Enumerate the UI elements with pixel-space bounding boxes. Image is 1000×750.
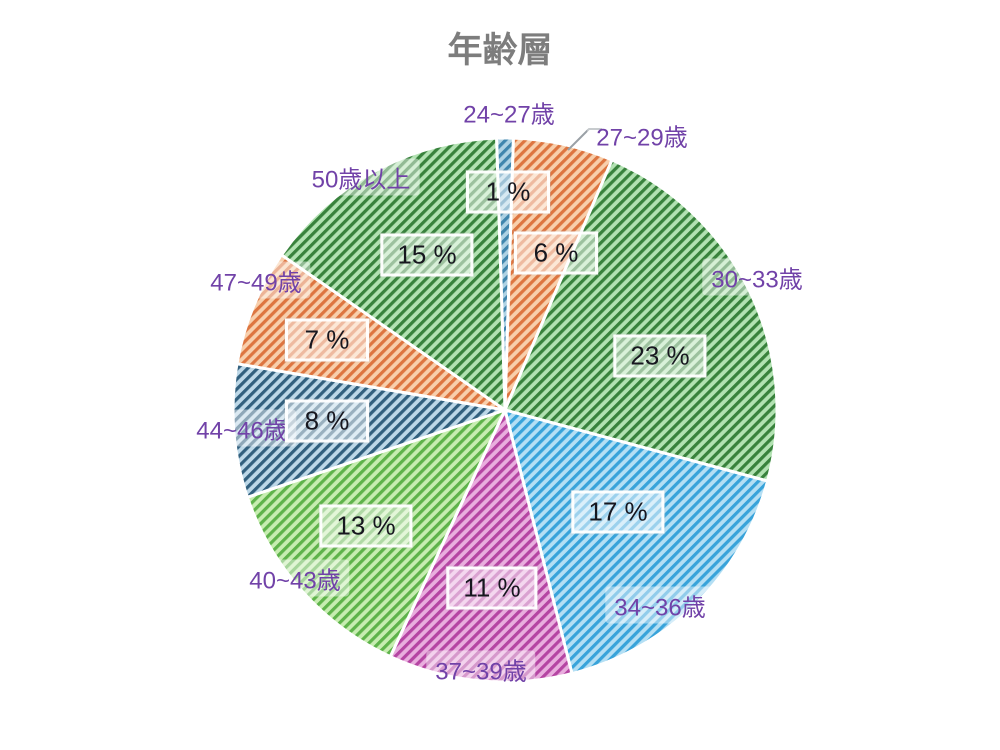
percent-label-1: 6 % (514, 231, 598, 275)
slice-label-6: 44~46歳 (187, 409, 297, 447)
pie-slice-4 (388, 408, 574, 684)
percent-label-5: 13 % (319, 504, 413, 548)
percent-label-8: 15 % (380, 233, 474, 277)
leader-line (567, 128, 602, 151)
percent-label-4: 11 % (446, 566, 538, 610)
percent-label-3: 17 % (571, 490, 665, 534)
pie-slice-3 (503, 408, 770, 676)
pie-slice-2 (503, 158, 779, 483)
percent-label-6: 8 % (285, 399, 369, 443)
pie-slice-6 (231, 362, 507, 499)
slice-label-0: 24~27歳 (454, 93, 564, 131)
percent-label-7: 7 % (285, 318, 369, 362)
slice-label-5: 40~43歳 (240, 559, 350, 597)
percent-label-2: 23 % (613, 334, 707, 378)
slice-label-7: 47~49歳 (201, 261, 311, 299)
slice-label-3: 34~36歳 (605, 586, 715, 624)
slice-label-1: 27~29歳 (587, 116, 697, 154)
percent-label-0: 1 % (466, 170, 550, 214)
slice-label-4: 37~39歳 (426, 650, 536, 688)
slice-label-2: 30~33歳 (702, 258, 812, 296)
pie-slice-7 (235, 253, 507, 412)
slice-label-8: 50歳以上 (302, 158, 420, 196)
chart-title: 年齢層 (447, 31, 553, 70)
leader-lines (567, 128, 602, 151)
